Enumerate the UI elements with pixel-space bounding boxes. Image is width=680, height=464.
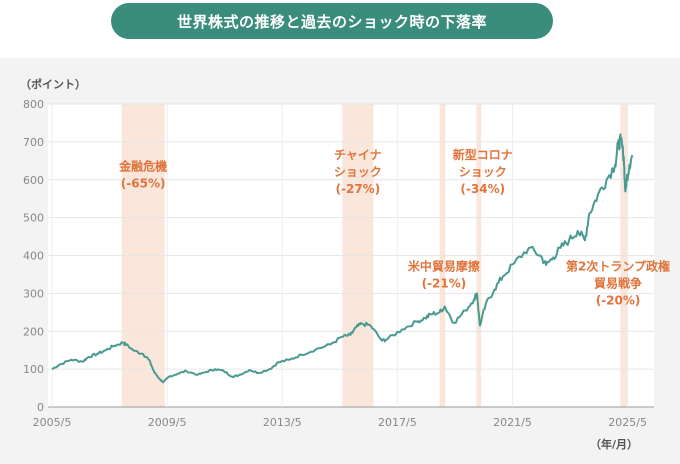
y-tick-label: 0 bbox=[37, 401, 44, 414]
x-axis-unit: （年/月） bbox=[590, 437, 638, 451]
annotation-label: 貿易戦争 bbox=[594, 276, 642, 291]
y-tick-label: 100 bbox=[23, 363, 44, 376]
header: 世界株式の推移と過去のショック時の下落率 bbox=[0, 0, 680, 58]
y-axis-unit: （ポイント） bbox=[20, 77, 86, 91]
y-tick-label: 700 bbox=[23, 136, 44, 149]
x-tick-label: 2013/5 bbox=[263, 416, 302, 429]
annotation-label: チャイナ bbox=[334, 148, 382, 162]
annotation-label: (-20%) bbox=[596, 294, 641, 308]
annotation-label: 米中貿易摩擦 bbox=[408, 259, 480, 274]
y-tick-label: 800 bbox=[23, 98, 44, 111]
annotation-label: 新型コロナ bbox=[453, 147, 513, 162]
y-tick-label: 300 bbox=[23, 287, 44, 300]
x-tick-label: 2025/5 bbox=[608, 416, 647, 429]
annotation-label: ショック bbox=[334, 165, 382, 179]
x-tick-label: 2021/5 bbox=[493, 416, 532, 429]
y-tick-label: 400 bbox=[23, 250, 44, 263]
annotation-label: (-65%) bbox=[121, 176, 166, 190]
annotation-label: (-21%) bbox=[422, 277, 467, 291]
chart-title: 世界株式の推移と過去のショック時の下落率 bbox=[111, 3, 553, 39]
y-tick-label: 500 bbox=[23, 212, 44, 225]
x-tick-label: 2017/5 bbox=[378, 416, 417, 429]
x-tick-label: 2009/5 bbox=[148, 416, 187, 429]
annotation-label: 金融危機 bbox=[118, 158, 167, 173]
annotation-label: (-27%) bbox=[336, 182, 381, 196]
x-tick-label: 2005/5 bbox=[33, 416, 72, 429]
series-line bbox=[51, 133, 634, 384]
annotation-label: (-34%) bbox=[460, 182, 505, 196]
annotation-label: ショック bbox=[459, 165, 507, 179]
annotation-label: 第2次トランプ政権 bbox=[566, 259, 670, 274]
y-tick-label: 600 bbox=[23, 174, 44, 187]
y-tick-label: 200 bbox=[23, 325, 44, 338]
